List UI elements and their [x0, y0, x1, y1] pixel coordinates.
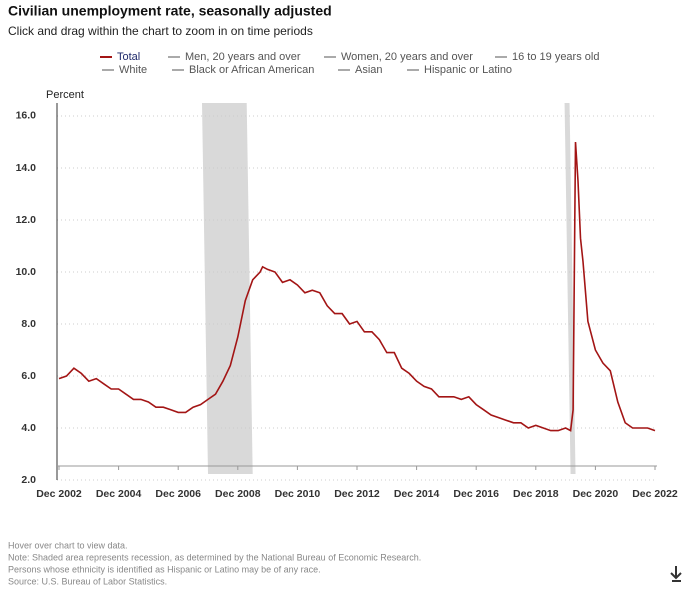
x-tick-label: Dec 2022	[632, 488, 678, 500]
y-tick-label: 10.0	[16, 266, 37, 278]
y-tick-label: 14.0	[16, 162, 37, 174]
series-line	[58, 141, 656, 432]
download-icon[interactable]	[670, 566, 682, 582]
y-tick-label: 12.0	[16, 214, 37, 226]
chart-title: Civilian unemployment rate, seasonally a…	[8, 3, 332, 19]
x-tick-label: Dec 2012	[334, 488, 380, 500]
y-tick-label: 6.0	[21, 370, 36, 382]
y-tick-label: 2.0	[21, 474, 36, 486]
x-tick-label: Dec 2016	[453, 488, 499, 500]
y-tick-label: 16.0	[16, 110, 37, 122]
x-tick-label: Dec 2014	[394, 488, 440, 500]
legend-label[interactable]: Black or African American	[189, 64, 314, 76]
footnote: Hover over chart to view data.	[8, 540, 128, 550]
legend-label[interactable]: White	[119, 64, 147, 76]
x-tick-label: Dec 2020	[573, 488, 619, 500]
legend-label[interactable]: 16 to 19 years old	[512, 51, 599, 63]
y-tick-label: 4.0	[21, 422, 36, 434]
y-axis-label: Percent	[46, 89, 84, 101]
footnote: Persons whose ethnicity is identified as…	[8, 564, 321, 574]
x-tick-label: Dec 2010	[275, 488, 321, 500]
x-tick-label: Dec 2002	[36, 488, 82, 500]
x-tick-label: Dec 2004	[96, 488, 142, 500]
x-tick-label: Dec 2006	[155, 488, 201, 500]
legend-label[interactable]: Hispanic or Latino	[424, 64, 512, 76]
legend-label[interactable]: Asian	[355, 64, 383, 76]
legend-label[interactable]: Total	[117, 51, 140, 63]
x-tick-label: Dec 2018	[513, 488, 559, 500]
recession-band	[202, 102, 253, 474]
footnote: Source: U.S. Bureau of Labor Statistics.	[8, 576, 167, 586]
y-tick-label: 8.0	[21, 318, 36, 330]
footnote: Note: Shaded area represents recession, …	[8, 552, 421, 562]
x-tick-label: Dec 2008	[215, 488, 261, 500]
chart-subtitle: Click and drag within the chart to zoom …	[8, 24, 313, 38]
legend-label[interactable]: Men, 20 years and over	[185, 51, 301, 63]
legend-label[interactable]: Women, 20 years and over	[341, 51, 473, 63]
